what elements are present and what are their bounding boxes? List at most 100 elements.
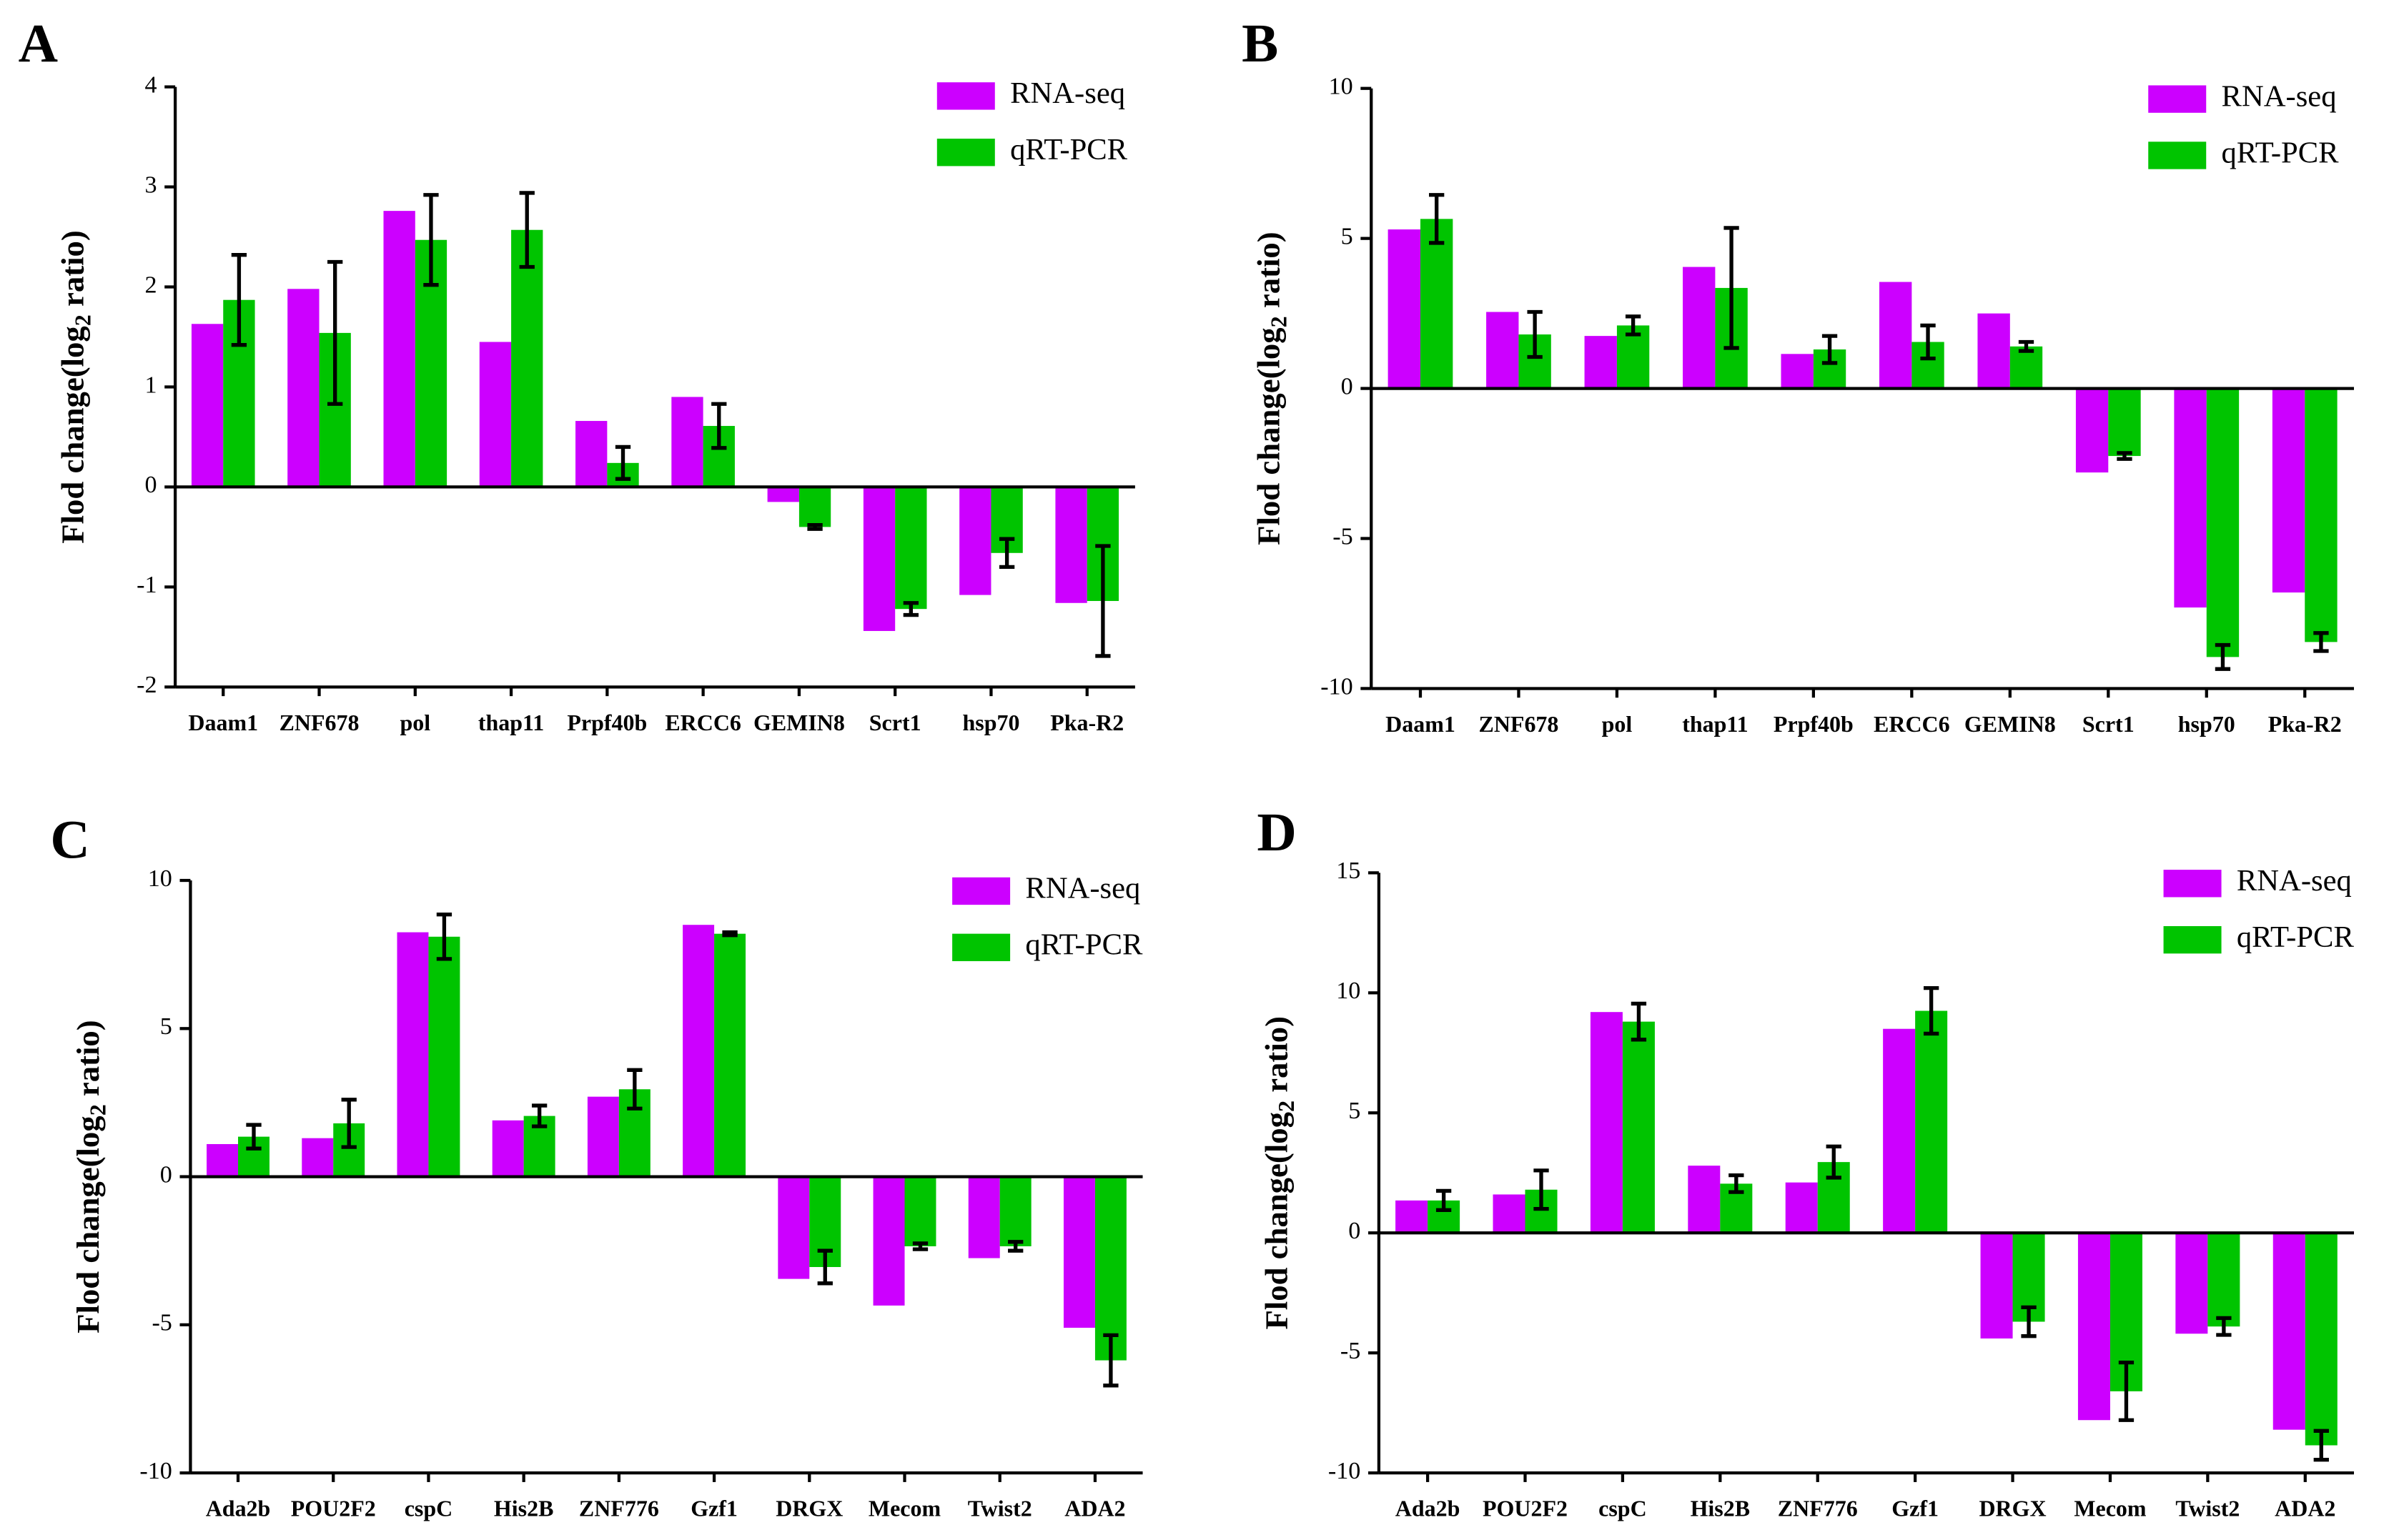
bar bbox=[492, 1120, 524, 1177]
legend-label: RNA-seq bbox=[2222, 79, 2337, 113]
x-tick-label: Mecom bbox=[869, 1496, 941, 1521]
error-bar bbox=[2118, 1360, 2135, 1422]
x-tick-label: ZNF776 bbox=[1778, 1496, 1858, 1521]
x-tick-label: ERCC6 bbox=[1874, 712, 1950, 737]
y-axis-label: Flod change(log2 ratio) bbox=[55, 230, 96, 544]
bar bbox=[2272, 388, 2305, 593]
error-bar bbox=[531, 1103, 548, 1128]
legend-swatch bbox=[952, 877, 1011, 905]
y-axis-label-part: ratio) bbox=[70, 1020, 106, 1104]
bar bbox=[999, 1176, 1032, 1246]
x-tick-label: Daam1 bbox=[1385, 712, 1455, 737]
bar bbox=[2108, 388, 2141, 457]
error-bar bbox=[807, 522, 823, 531]
bar bbox=[1980, 1233, 2013, 1339]
error-bar bbox=[1923, 985, 1939, 1036]
bar bbox=[428, 936, 460, 1177]
x-tick-label: ERCC6 bbox=[665, 710, 741, 735]
bar bbox=[1420, 219, 1453, 389]
y-axis-label: Flod change(log2 ratio) bbox=[70, 1020, 111, 1333]
y-tick-label: -5 bbox=[152, 1310, 172, 1336]
y-axis-label-part: ratio) bbox=[55, 230, 91, 314]
legend-label: qRT-PCR bbox=[2222, 136, 2340, 169]
error-bar bbox=[2117, 451, 2132, 461]
error-bar bbox=[722, 930, 738, 938]
bar bbox=[959, 487, 991, 595]
error-bar bbox=[903, 601, 919, 617]
y-tick-label: -10 bbox=[1320, 673, 1352, 700]
x-tick-label: Pka-R2 bbox=[2268, 712, 2342, 737]
x-tick-label: Twist2 bbox=[2175, 1496, 2240, 1521]
x-tick-label: Gzf1 bbox=[1891, 1496, 1939, 1521]
error-bar bbox=[1429, 193, 1445, 245]
error-bar bbox=[1920, 323, 1936, 361]
y-axis-label-part: 2 bbox=[1274, 1101, 1299, 1112]
error-bar bbox=[1103, 1333, 1119, 1388]
x-tick-label: Scrt1 bbox=[869, 710, 921, 735]
error-bar bbox=[1723, 226, 1739, 350]
bar bbox=[2175, 1233, 2208, 1334]
bar bbox=[683, 925, 715, 1177]
error-bar bbox=[999, 537, 1015, 570]
error-bar bbox=[912, 1241, 929, 1251]
x-tick-label: ZNF776 bbox=[579, 1496, 659, 1521]
legend-swatch bbox=[2163, 870, 2222, 898]
y-axis-label-part: 2 bbox=[71, 314, 96, 326]
bar bbox=[397, 932, 429, 1177]
bar bbox=[767, 487, 799, 502]
bar bbox=[2174, 388, 2207, 608]
bar bbox=[1486, 312, 1519, 389]
y-tick-label: 0 bbox=[1341, 373, 1353, 399]
error-bar bbox=[423, 193, 439, 287]
y-axis-label-part: Flod change(log bbox=[55, 326, 91, 544]
y-axis-label-part: 2 bbox=[1267, 316, 1292, 327]
bar bbox=[1584, 336, 1617, 389]
y-tick-label: -2 bbox=[137, 672, 157, 698]
bar bbox=[1683, 267, 1716, 389]
legend-swatch bbox=[936, 139, 995, 167]
x-tick-label: GEMIN8 bbox=[753, 710, 845, 735]
x-tick-label: Ada2b bbox=[1395, 1496, 1460, 1521]
bar bbox=[1388, 229, 1420, 389]
x-tick-label: Scrt1 bbox=[2082, 712, 2135, 737]
x-tick-label: His2B bbox=[1691, 1496, 1751, 1521]
x-tick-label: Pka-R2 bbox=[1050, 710, 1124, 735]
x-tick-label: thap11 bbox=[478, 710, 544, 735]
bar bbox=[1688, 1166, 1721, 1233]
error-bar bbox=[1625, 314, 1641, 337]
x-tick-label: POU2F2 bbox=[291, 1496, 376, 1521]
y-tick-label: 4 bbox=[144, 71, 157, 98]
legend-swatch bbox=[2148, 141, 2207, 169]
bar bbox=[968, 1176, 1000, 1258]
y-tick-label: 2 bbox=[144, 272, 157, 298]
error-bar bbox=[231, 253, 247, 347]
error-bar bbox=[1826, 1144, 1841, 1180]
bar bbox=[778, 1176, 810, 1279]
y-tick-label: -10 bbox=[1328, 1458, 1360, 1484]
bar bbox=[1977, 313, 2010, 389]
y-tick-label: 0 bbox=[144, 472, 157, 498]
y-tick-label: 10 bbox=[1329, 74, 1353, 100]
y-tick-label: -5 bbox=[1332, 523, 1352, 550]
bar bbox=[1785, 1182, 1818, 1233]
bar bbox=[2305, 1233, 2338, 1446]
error-bar bbox=[341, 1098, 357, 1149]
x-tick-label: GEMIN8 bbox=[1964, 712, 2056, 737]
bar bbox=[587, 1096, 619, 1177]
bar bbox=[1915, 1010, 1948, 1233]
y-axis-label-part: ratio) bbox=[1259, 1016, 1295, 1101]
error-bar bbox=[2021, 1305, 2037, 1338]
error-bar bbox=[1435, 1188, 1452, 1212]
panel-label: A bbox=[19, 13, 58, 74]
bar bbox=[383, 211, 415, 487]
y-axis-label-part: 2 bbox=[86, 1104, 111, 1116]
y-tick-label: 0 bbox=[160, 1161, 172, 1188]
error-bar bbox=[2216, 1316, 2232, 1337]
x-tick-label: Prpf40b bbox=[567, 710, 647, 735]
bar bbox=[1879, 282, 1912, 389]
bar bbox=[575, 421, 608, 487]
y-tick-label: 15 bbox=[1336, 858, 1360, 884]
y-tick-label: -10 bbox=[139, 1458, 172, 1484]
error-bar bbox=[817, 1248, 833, 1286]
bar bbox=[2305, 388, 2338, 642]
